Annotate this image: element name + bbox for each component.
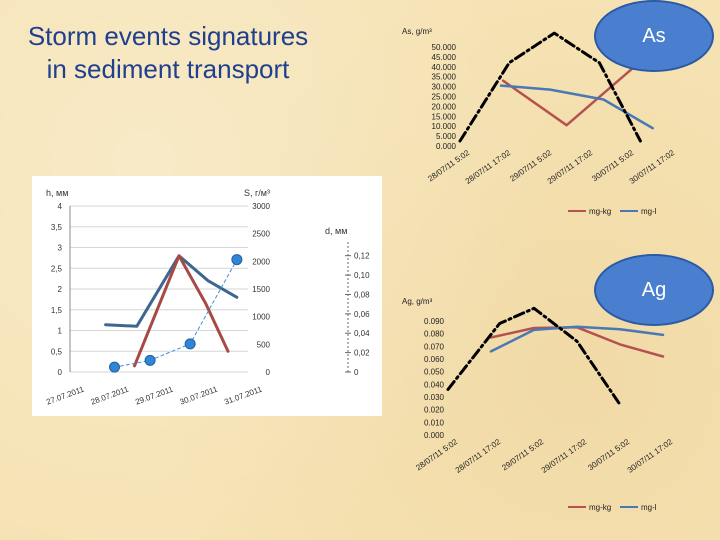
legend-label-mg-l: mg-l xyxy=(641,207,657,216)
y-tick-label: 0.080 xyxy=(424,330,445,339)
data-point-marker xyxy=(144,354,156,366)
as-chart-panel: As, g/m³ 0.000 5.000 10.000 15.000 20.000 25.0… xyxy=(388,20,720,245)
data-point-marker xyxy=(109,361,120,373)
y-tick-label: 25.000 xyxy=(432,93,457,102)
x-tick-label: 28/07/11 17:02 xyxy=(464,148,513,186)
x-tick-label: 28/07/11 17:02 xyxy=(454,437,503,475)
h-tick-label: 2 xyxy=(58,285,63,294)
x-tick-label: 29/07/11 17:02 xyxy=(540,437,589,475)
as-badge-label: As xyxy=(642,24,666,47)
y-tick-label: 15.000 xyxy=(432,112,457,121)
trend-curve-line xyxy=(458,31,642,143)
d-tick-label: 0,04 xyxy=(354,329,370,338)
x-tick-label: 29/07/11 17:02 xyxy=(546,148,595,186)
y-axis-label: Ag, g/m³ xyxy=(402,297,433,306)
as-element-badge: As xyxy=(594,0,714,72)
d-tick-label: 0,06 xyxy=(354,310,370,319)
s-tick-label: 1000 xyxy=(252,313,270,322)
y-tick-label: 10.000 xyxy=(432,122,457,131)
x-tick-label: 28.07.2011 xyxy=(90,384,131,406)
data-point-marker xyxy=(184,338,196,350)
h-tick-label: 1,5 xyxy=(51,306,63,315)
y-tick-label: 0.040 xyxy=(424,380,445,389)
ag-chart: Ag, g/m³ 0.000 0.010 0.020 0.030 0.040 0.050 0.… xyxy=(402,297,675,512)
h-tick-label: 3,5 xyxy=(51,223,63,232)
s-tick-label: 1500 xyxy=(252,285,270,294)
s-tick-label: 2000 xyxy=(252,257,270,266)
concentration-line xyxy=(133,254,230,368)
ag-element-badge: Ag xyxy=(594,254,714,326)
slide-title: Storm events signatures in sediment tran… xyxy=(8,20,328,86)
water-level-line xyxy=(104,254,239,328)
d-tick-label: 0,02 xyxy=(354,349,370,358)
y-tick-label: 0.070 xyxy=(424,342,445,351)
slide-title-line-1: Storm events signatures xyxy=(27,21,309,51)
s-tick-label: 2500 xyxy=(252,230,270,239)
trend-curve-line xyxy=(446,306,622,407)
d-tick-label: 0,12 xyxy=(354,252,370,261)
h-tick-label: 0 xyxy=(58,368,63,377)
d-tick-label: 0 xyxy=(354,368,359,377)
x-tick-label: 30/07/11 17:02 xyxy=(628,148,677,186)
y-axis-label: As, g/m³ xyxy=(402,27,432,36)
x-tick-label: 29.07.2011 xyxy=(134,384,175,406)
h-tick-label: 1 xyxy=(58,327,63,336)
as-chart: As, g/m³ 0.0005.00010.00015.00020.00025.0… xyxy=(402,27,677,216)
h-axis-label: h, мм xyxy=(46,188,68,198)
grain-size-line xyxy=(114,259,238,368)
x-tick-label: 30.07.2011 xyxy=(179,384,220,406)
y-tick-label: 0.020 xyxy=(424,406,445,415)
data-point-marker xyxy=(231,254,243,266)
field-chart: 0 0,5 1 1,5 2 2,5 3 3,5 4 h, мм 0 500 1000 1500 2000 25… xyxy=(45,188,370,407)
y-tick-label: 0.000 xyxy=(424,431,445,440)
y-tick-label: 50.000 xyxy=(432,43,457,52)
s-axis-label: S, г/м³ xyxy=(244,188,270,198)
legend-label-mg-l: mg-l xyxy=(641,503,657,512)
d-axis-label: d, мм xyxy=(325,226,347,236)
legend-label-mg-kg: mg-kg xyxy=(589,207,611,216)
ag-badge-label: Ag xyxy=(641,278,667,301)
d-tick-label: 0,10 xyxy=(354,271,370,280)
h-tick-label: 3 xyxy=(58,244,63,253)
y-tick-label: 5.000 xyxy=(436,132,457,141)
y-tick-label: 0.050 xyxy=(424,368,445,377)
x-tick-label: 27.07.2011 xyxy=(45,384,86,406)
y-tick-label: 0.000 xyxy=(436,142,457,151)
y-tick-label: 20.000 xyxy=(432,102,457,111)
h-tick-label: 4 xyxy=(58,202,63,211)
y-tick-label: 0.060 xyxy=(424,355,445,364)
s-tick-label: 500 xyxy=(257,340,271,349)
y-tick-label: 45.000 xyxy=(432,53,457,62)
y-tick-label: 0.010 xyxy=(424,418,445,427)
y-tick-label: 0.090 xyxy=(424,317,445,326)
series-line-mg-l xyxy=(499,84,654,130)
legend-label-mg-kg: mg-kg xyxy=(589,503,611,512)
field-chart-panel: 0 0,5 1 1,5 2 2,5 3 3,5 4 h, мм 0 500 1000 1500 2000 25… xyxy=(32,176,382,416)
ag-chart-panel: Ag, g/m³ 0.000 0.010 0.020 0.030 0.040 0.050 0.… xyxy=(388,292,720,529)
series-line-mg-kg xyxy=(501,49,654,127)
s-tick-label: 0 xyxy=(266,368,271,377)
x-tick-label: 31.07.2011 xyxy=(223,384,264,406)
h-tick-label: 2,5 xyxy=(51,264,63,273)
y-tick-label: 40.000 xyxy=(432,63,457,72)
s-tick-label: 3000 xyxy=(252,202,270,211)
x-tick-label: 30/07/11 17:02 xyxy=(626,437,675,475)
d-tick-label: 0,08 xyxy=(354,290,370,299)
slide-title-line-2: in sediment transport xyxy=(46,54,290,84)
h-tick-label: 0,5 xyxy=(51,347,63,356)
y-tick-label: 30.000 xyxy=(432,83,457,92)
series-line-mg-l xyxy=(489,325,665,353)
y-tick-label: 0.030 xyxy=(424,393,445,402)
y-tick-label: 35.000 xyxy=(432,73,457,82)
